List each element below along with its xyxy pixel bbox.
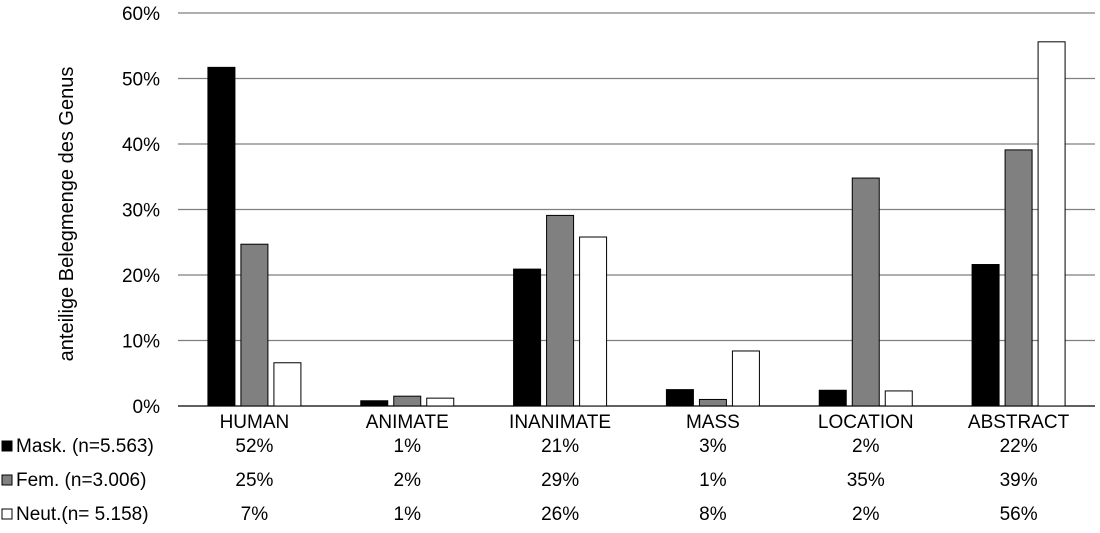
- y-axis-ticks: 0% 10% 20% 30% 40% 50% 60%: [122, 4, 160, 418]
- x-tick-label: ANIMATE: [366, 412, 449, 433]
- data-table-value: 2%: [852, 504, 880, 525]
- legend-swatch: [1, 508, 13, 520]
- y-tick-label: 40%: [122, 135, 160, 156]
- bar: [884, 390, 913, 407]
- data-table-value: 56%: [1000, 504, 1038, 525]
- legend-series-name: Mask. (n=5.563): [16, 436, 154, 457]
- data-table-value: 1%: [394, 436, 422, 457]
- bar: [731, 350, 760, 407]
- data-table-value: 8%: [699, 504, 727, 525]
- bar: [207, 66, 236, 407]
- y-tick-label: 0%: [133, 397, 161, 418]
- legend-series-name: Neut.(n= 5.158): [16, 504, 149, 525]
- x-tick-label: ABSTRACT: [968, 412, 1070, 433]
- legend-swatch: [1, 474, 13, 486]
- data-table-value: 25%: [235, 470, 273, 491]
- data-table-value: 2%: [394, 470, 422, 491]
- bar: [360, 400, 389, 407]
- legend-series-name: Fem. (n=3.006): [16, 470, 146, 491]
- data-table-value: 39%: [1000, 470, 1038, 491]
- bar: [698, 398, 727, 407]
- x-tick-label: LOCATION: [818, 412, 914, 433]
- bar: [1004, 149, 1033, 407]
- data-table-value: 3%: [699, 436, 727, 457]
- data-table-value: 1%: [699, 470, 727, 491]
- bar: [240, 243, 269, 407]
- legend-swatch: [1, 440, 13, 452]
- y-tick-label: 10%: [122, 332, 160, 353]
- data-table-value: 1%: [394, 504, 422, 525]
- bars: [207, 41, 1066, 407]
- bar: [426, 397, 455, 407]
- data-table-value: 52%: [235, 436, 273, 457]
- x-axis-category-labels: HUMAN ANIMATE INANIMATE MASS LOCATION ABSTRAC…: [220, 412, 1070, 433]
- y-axis-label: anteilige Belegmenge des Genus: [56, 67, 78, 362]
- data-table-value: 35%: [847, 470, 885, 491]
- gridlines: [178, 12, 1095, 407]
- bar: [851, 177, 880, 407]
- bar: [818, 389, 847, 407]
- bar: [273, 362, 302, 407]
- bar: [1037, 41, 1066, 407]
- x-tick-label: HUMAN: [220, 412, 290, 433]
- bar: [546, 214, 575, 407]
- bar: [971, 264, 1000, 407]
- y-tick-label: 30%: [122, 201, 160, 222]
- data-table-value: 2%: [852, 436, 880, 457]
- y-tick-label: 50%: [122, 70, 160, 91]
- y-tick-label: 20%: [122, 266, 160, 287]
- bar: [513, 268, 542, 407]
- bar: [579, 236, 608, 407]
- data-table-value: 7%: [241, 504, 269, 525]
- data-table-value: 29%: [541, 470, 579, 491]
- data-table-value: 22%: [1000, 436, 1038, 457]
- y-tick-label: 60%: [122, 4, 160, 25]
- data-table-value: 21%: [541, 436, 579, 457]
- x-tick-label: MASS: [686, 412, 740, 433]
- bar: [393, 395, 422, 407]
- data-table-value: 26%: [541, 504, 579, 525]
- x-tick-label: INANIMATE: [509, 412, 611, 433]
- bar: [665, 389, 694, 407]
- data-table: Mask. (n=5.563) 52% 1% 21% 3% 2% 22% Fem. (n=3.…: [1, 436, 1038, 525]
